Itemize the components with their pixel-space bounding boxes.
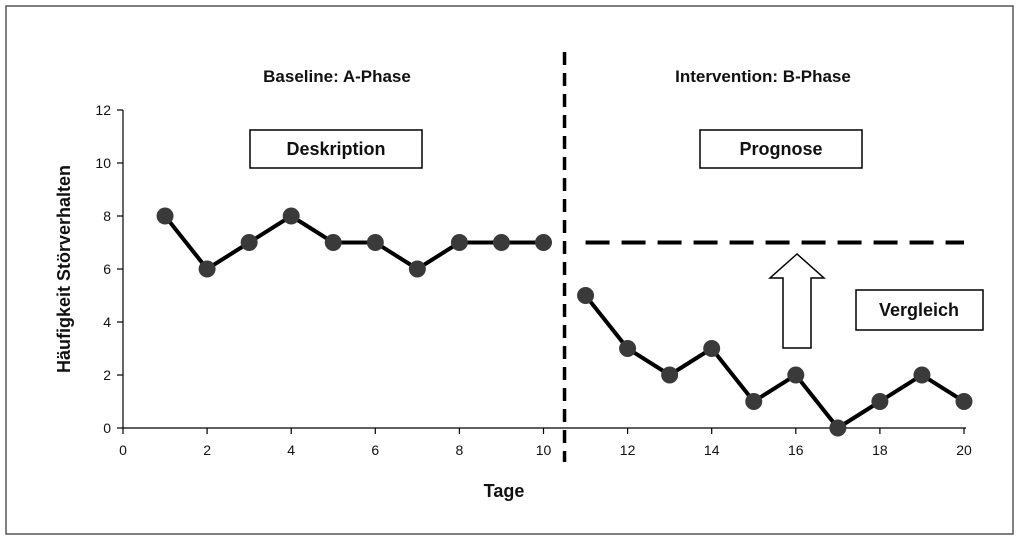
y-tick-label: 6 <box>103 261 111 277</box>
data-point <box>366 234 384 251</box>
y-tick-label: 8 <box>103 208 111 224</box>
data-point <box>955 393 973 410</box>
box-prognose <box>699 129 863 169</box>
data-point <box>535 234 552 251</box>
series-line-2 <box>583 294 966 430</box>
data-point <box>787 366 805 384</box>
y-tick-label: 0 <box>103 420 111 436</box>
x-tick-label: 8 <box>456 442 464 458</box>
data-point <box>703 340 721 357</box>
x-tick-label: 14 <box>704 442 720 458</box>
x-tick-label: 12 <box>620 442 636 458</box>
x-tick-label: 18 <box>872 442 888 458</box>
x-tick-label: 16 <box>788 442 804 458</box>
data-point <box>829 419 847 437</box>
box-deskription <box>249 129 423 169</box>
data-point <box>324 234 342 251</box>
data-point <box>408 260 426 278</box>
comparison-arrow <box>768 252 826 349</box>
data-point <box>619 340 637 357</box>
x-tick-label: 10 <box>536 442 552 458</box>
y-axis-title: Häufigkeit Störverhalten <box>54 165 74 373</box>
data-point <box>871 393 889 410</box>
data-point <box>745 393 763 410</box>
x-tick-label: 6 <box>371 442 379 458</box>
data-point <box>913 366 931 384</box>
phase-label-baseline: Baseline: A-Phase <box>263 67 411 86</box>
y-tick-label: 2 <box>103 367 111 383</box>
x-tick-label: 2 <box>203 442 211 458</box>
x-tick-label: 0 <box>119 442 127 458</box>
y-tick-label: 4 <box>103 314 111 330</box>
data-point <box>198 260 216 278</box>
box-prognose-label: Prognose <box>739 139 822 159</box>
data-point <box>240 234 258 251</box>
x-axis-title: Tage <box>484 481 525 501</box>
x-tick-label: 20 <box>956 442 972 458</box>
series-line-1 <box>163 214 544 271</box>
box-vergleich <box>855 289 984 331</box>
data-point <box>450 234 468 251</box>
figure-frame <box>5 5 1014 535</box>
box-vergleich-label: Vergleich <box>879 300 959 320</box>
y-tick-label: 10 <box>95 155 111 171</box>
x-tick-label: 4 <box>287 442 295 458</box>
box-deskription-label: Deskription <box>286 139 385 159</box>
data-point <box>661 366 679 384</box>
data-point <box>282 207 300 225</box>
phase-label-intervention: Intervention: B-Phase <box>675 67 851 86</box>
y-tick-label: 12 <box>95 102 111 118</box>
data-point <box>577 287 595 304</box>
data-point <box>492 234 510 251</box>
data-point <box>156 207 174 225</box>
